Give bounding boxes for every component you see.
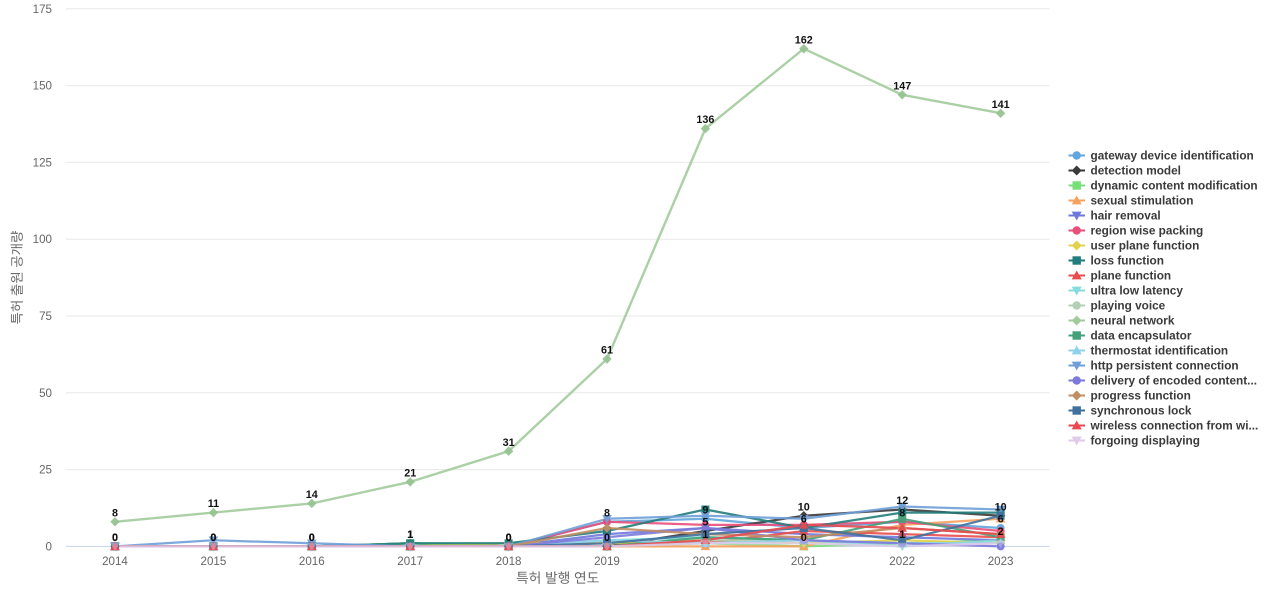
svg-text:0: 0 xyxy=(506,532,512,544)
svg-text:12: 12 xyxy=(896,495,908,507)
svg-text:150: 150 xyxy=(33,80,52,93)
svg-text:2018: 2018 xyxy=(496,555,522,568)
svg-text:http persistent connection: http persistent connection xyxy=(1091,359,1239,373)
svg-text:8: 8 xyxy=(899,507,905,519)
svg-text:0: 0 xyxy=(210,532,216,544)
svg-text:0: 0 xyxy=(46,540,52,553)
svg-text:1: 1 xyxy=(899,529,905,541)
svg-text:forgoing displaying: forgoing displaying xyxy=(1091,434,1200,448)
svg-text:2023: 2023 xyxy=(988,555,1014,568)
svg-text:2016: 2016 xyxy=(299,555,325,568)
svg-text:0: 0 xyxy=(604,532,610,544)
svg-text:0: 0 xyxy=(309,532,315,544)
svg-text:gateway device identification: gateway device identification xyxy=(1091,149,1254,163)
svg-text:25: 25 xyxy=(39,464,52,477)
svg-text:sexual stimulation: sexual stimulation xyxy=(1091,194,1194,208)
svg-text:playing voice: playing voice xyxy=(1091,299,1166,313)
svg-text:ultra low latency: ultra low latency xyxy=(1091,284,1184,298)
svg-text:61: 61 xyxy=(601,345,613,357)
svg-text:1: 1 xyxy=(702,529,708,541)
svg-text:wireless connection from wi...: wireless connection from wi... xyxy=(1090,419,1259,433)
svg-text:8: 8 xyxy=(604,507,610,519)
svg-text:2019: 2019 xyxy=(594,555,620,568)
svg-text:50: 50 xyxy=(39,387,52,400)
svg-text:6: 6 xyxy=(801,514,807,526)
svg-text:0: 0 xyxy=(506,532,512,544)
svg-text:0: 0 xyxy=(604,532,610,544)
svg-text:user plane function: user plane function xyxy=(1091,239,1200,253)
svg-text:125: 125 xyxy=(33,156,52,169)
svg-text:0: 0 xyxy=(210,532,216,544)
svg-text:2020: 2020 xyxy=(693,555,719,568)
svg-text:0: 0 xyxy=(801,532,807,544)
svg-text:0: 0 xyxy=(309,532,315,544)
svg-text:0: 0 xyxy=(112,532,118,544)
svg-text:progress function: progress function xyxy=(1091,389,1191,403)
svg-text:hair removal: hair removal xyxy=(1091,209,1161,223)
svg-text:2017: 2017 xyxy=(397,555,423,568)
svg-text:147: 147 xyxy=(893,80,911,92)
svg-text:loss function: loss function xyxy=(1091,254,1164,268)
svg-text:dynamic content modification: dynamic content modification xyxy=(1091,179,1258,193)
svg-text:141: 141 xyxy=(992,99,1010,111)
svg-text:neural network: neural network xyxy=(1091,314,1175,328)
svg-text:data encapsulator: data encapsulator xyxy=(1091,329,1192,343)
svg-text:1: 1 xyxy=(407,529,413,541)
svg-text:21: 21 xyxy=(404,468,416,480)
svg-text:2015: 2015 xyxy=(201,555,227,568)
svg-text:5: 5 xyxy=(702,517,708,529)
svg-text:9: 9 xyxy=(702,504,708,516)
svg-text:0: 0 xyxy=(112,532,118,544)
svg-text:thermostat identification: thermostat identification xyxy=(1091,344,1229,358)
svg-text:detection model: detection model xyxy=(1091,164,1181,178)
svg-text:0: 0 xyxy=(309,532,315,544)
svg-text:delivery of encoded content...: delivery of encoded content... xyxy=(1091,374,1258,388)
svg-text:10: 10 xyxy=(995,501,1007,513)
svg-text:1: 1 xyxy=(407,529,413,541)
svg-text:2021: 2021 xyxy=(791,555,817,568)
svg-text:162: 162 xyxy=(795,34,813,46)
svg-text:2: 2 xyxy=(998,526,1004,538)
svg-text:synchronous lock: synchronous lock xyxy=(1091,404,1192,418)
svg-text:2022: 2022 xyxy=(889,555,915,568)
svg-text:136: 136 xyxy=(696,114,714,126)
svg-text:1: 1 xyxy=(407,529,413,541)
svg-text:175: 175 xyxy=(33,3,52,16)
svg-text:0: 0 xyxy=(112,532,118,544)
svg-text:0: 0 xyxy=(210,532,216,544)
svg-text:10: 10 xyxy=(798,501,810,513)
svg-text:plane function: plane function xyxy=(1091,269,1172,283)
svg-text:31: 31 xyxy=(503,437,515,449)
svg-text:11: 11 xyxy=(208,498,219,510)
svg-text:8: 8 xyxy=(112,507,118,519)
svg-text:14: 14 xyxy=(306,489,318,501)
svg-text:100: 100 xyxy=(33,233,52,246)
svg-text:75: 75 xyxy=(39,310,52,323)
svg-text:6: 6 xyxy=(998,514,1004,526)
svg-text:region wise packing: region wise packing xyxy=(1091,224,1204,238)
svg-text:2014: 2014 xyxy=(102,555,128,568)
svg-text:0: 0 xyxy=(506,532,512,544)
